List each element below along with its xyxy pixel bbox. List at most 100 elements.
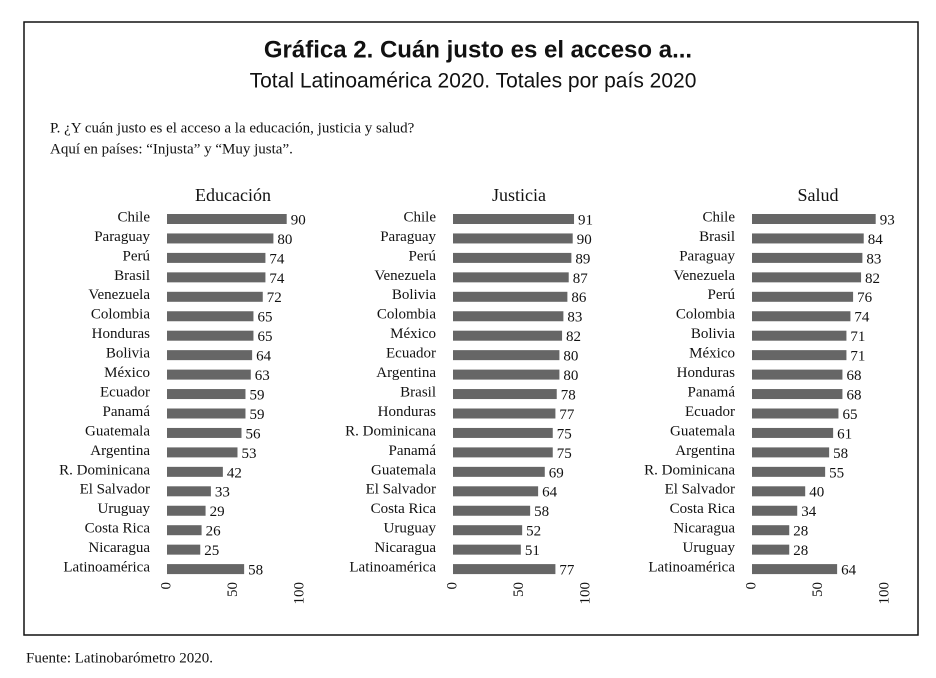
category-label: Ecuador (100, 384, 150, 400)
value-label: 61 (837, 426, 852, 442)
bar (453, 214, 575, 224)
category-label: Costa Rica (371, 501, 437, 517)
category-label: Brasil (400, 384, 436, 400)
value-label: 34 (801, 504, 817, 520)
bar (752, 447, 830, 458)
bar (453, 311, 564, 322)
bar (453, 389, 557, 400)
category-label: El Salvador (80, 482, 150, 498)
value-label: 58 (248, 563, 263, 579)
category-label: Paraguay (380, 229, 436, 245)
category-label: Bolivia (106, 346, 151, 362)
value-label: 76 (857, 290, 873, 306)
bar (167, 389, 246, 400)
bar (167, 505, 206, 516)
category-label: Guatemala (85, 423, 150, 439)
category-label: Ecuador (685, 404, 735, 420)
bar (453, 272, 569, 283)
value-label: 80 (277, 232, 292, 248)
value-label: 82 (566, 329, 581, 345)
category-label: Guatemala (670, 423, 735, 439)
question: Aquí en países: “Injusta” y “Muy justa”. (50, 141, 293, 157)
category-label: Ecuador (386, 346, 436, 362)
category-label: Guatemala (371, 462, 436, 478)
source: Fuente: Latinobarómetro 2020. (26, 650, 213, 666)
category-label: Honduras (378, 404, 436, 420)
value-label: 71 (850, 329, 865, 345)
bar (167, 544, 201, 555)
value-label: 65 (842, 407, 857, 423)
x-tick-label: 50 (225, 582, 241, 597)
value-label: 68 (846, 387, 861, 403)
x-tick-label: 50 (810, 582, 826, 597)
value-label: 29 (210, 504, 225, 520)
category-label: Chile (404, 209, 437, 225)
bar (453, 330, 563, 341)
category-label: Paraguay (94, 229, 150, 245)
value-label: 86 (571, 290, 587, 306)
bar (453, 466, 545, 477)
value-label: 59 (249, 387, 264, 403)
category-label: Venezuela (673, 268, 735, 284)
value-label: 55 (829, 465, 844, 481)
value-label: 83 (567, 310, 582, 326)
category-label: El Salvador (665, 482, 735, 498)
subtitle: Total Latinoamérica 2020. Totales por pa… (250, 70, 697, 93)
bar (752, 350, 847, 361)
value-label: 59 (249, 407, 264, 423)
category-label: Brasil (699, 229, 735, 245)
category-label: Perú (123, 248, 151, 264)
category-label: R. Dominicana (59, 462, 150, 478)
value-label: 64 (841, 563, 857, 579)
category-label: Uruguay (683, 540, 736, 556)
category-label: R. Dominicana (644, 462, 735, 478)
bar (752, 233, 864, 244)
bar (167, 525, 202, 536)
bar (453, 408, 556, 419)
bar (167, 369, 251, 380)
value-label: 74 (854, 310, 870, 326)
bar (752, 544, 790, 555)
value-label: 40 (809, 485, 824, 501)
panel-title: Educación (195, 185, 271, 205)
category-label: Costa Rica (670, 501, 736, 517)
bar (167, 311, 254, 322)
bar (453, 544, 521, 555)
bar (752, 214, 876, 224)
bar (167, 447, 238, 458)
category-label: Colombia (676, 307, 736, 323)
category-label: Bolivia (691, 326, 736, 342)
category-label: Nicaragua (673, 521, 735, 537)
category-label: Nicaragua (88, 540, 150, 556)
bar (752, 505, 798, 516)
x-tick-label: 50 (511, 582, 527, 597)
category-label: México (390, 326, 436, 342)
frame (23, 21, 919, 636)
bar (167, 408, 246, 419)
x-tick-label: 0 (158, 582, 174, 590)
category-label: Argentina (376, 365, 436, 381)
category-label: Latinoamérica (648, 560, 735, 576)
bar (752, 252, 863, 263)
value-label: 71 (850, 349, 865, 365)
value-label: 80 (563, 368, 578, 384)
bar (752, 466, 826, 477)
bar (752, 330, 847, 341)
bar (167, 427, 242, 438)
value-label: 53 (241, 446, 256, 462)
bar (453, 252, 572, 263)
x-tick-label: 0 (743, 582, 759, 590)
bar (453, 447, 553, 458)
category-label: México (689, 346, 735, 362)
value-label: 63 (255, 368, 270, 384)
value-label: 69 (549, 465, 564, 481)
value-label: 91 (578, 212, 593, 228)
value-label: 42 (227, 465, 242, 481)
category-label: Costa Rica (85, 521, 151, 537)
value-label: 83 (866, 251, 881, 267)
category-label: Perú (409, 248, 437, 264)
category-label: Panamá (103, 404, 151, 420)
bar (167, 350, 253, 361)
value-label: 56 (245, 426, 260, 442)
value-label: 58 (534, 504, 549, 520)
